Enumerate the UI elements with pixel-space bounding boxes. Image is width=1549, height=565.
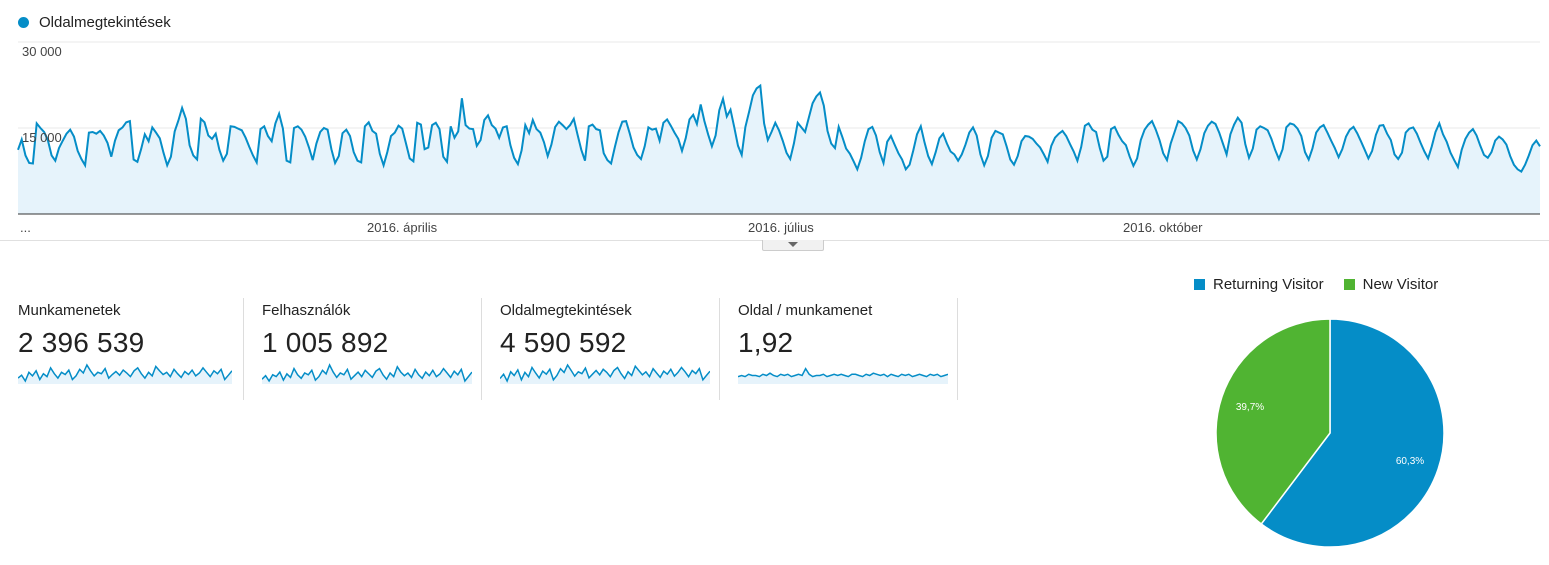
main-chart-legend[interactable]: Oldalmegtekintések [18,14,171,31]
sparkline [262,363,472,384]
legend-swatch [1194,279,1205,290]
metric-card-pageviews[interactable]: Oldalmegtekintések 4 590 592 [482,298,720,400]
sparkline-line [738,367,948,378]
metrics-row: Munkamenetek 2 396 539 Felhasználók 1 00… [0,298,958,400]
metric-label: Oldalmegtekintések [500,302,632,319]
area-fill [18,85,1540,214]
metric-label: Felhasználók [262,302,351,319]
legend-item-new[interactable]: New Visitor [1343,276,1439,293]
metric-value: 2 396 539 [18,327,145,358]
y-tick-label: 15 000 [22,130,62,145]
metric-label: Munkamenetek [18,302,121,319]
legend-label: Returning Visitor [1213,276,1324,293]
x-tick-label: 2016. április [367,220,438,235]
metric-value: 1 005 892 [262,327,389,358]
series-color-dot [18,17,29,28]
pie-slice-returning-visitor[interactable] [1260,318,1445,548]
metric-label: Oldal / munkamenet [738,302,873,319]
visitor-type-pie-chart[interactable]: 60,3% 39,7% [1214,317,1446,549]
series-line[interactable] [17,83,1541,174]
expand-toggle-button[interactable] [762,240,824,251]
y-tick-label: 30 000 [22,44,62,59]
pie-slice-label: 60,3% [1396,456,1424,467]
sparkline-line [500,363,710,383]
sparkline [18,363,232,384]
sparkline [738,367,948,384]
sparkline-line [18,363,232,383]
pie-legend: Returning Visitor New Visitor [1194,276,1438,293]
x-tick-label: ... [20,220,31,235]
series-legend-label: Oldalmegtekintések [39,14,171,31]
legend-swatch [1343,279,1355,290]
x-tick-label: 2016. július [748,220,814,235]
sparkline-line [262,363,472,383]
legend-item-returning[interactable]: Returning Visitor [1194,276,1324,293]
pie-slice-new-visitor[interactable] [1215,318,1331,526]
sparkline [500,363,710,384]
metric-value: 1,92 [738,327,794,358]
legend-label: New Visitor [1362,276,1439,293]
metric-value: 4 590 592 [500,327,627,358]
sparkline-fill [18,365,232,384]
sparkline-fill [738,368,948,384]
metric-card-users[interactable]: Felhasználók 1 005 892 [244,298,482,400]
metric-card-pages-per-session[interactable]: Oldal / munkamenet 1,92 [720,298,958,400]
pageviews-area-chart[interactable]: 30 000 15 000 ... 2016. április 2016. jú… [0,38,1549,238]
x-tick-label: 2016. október [1123,220,1203,235]
pie-slice-label: 39,7% [1236,402,1264,413]
metric-card-sessions[interactable]: Munkamenetek 2 396 539 [0,298,244,400]
